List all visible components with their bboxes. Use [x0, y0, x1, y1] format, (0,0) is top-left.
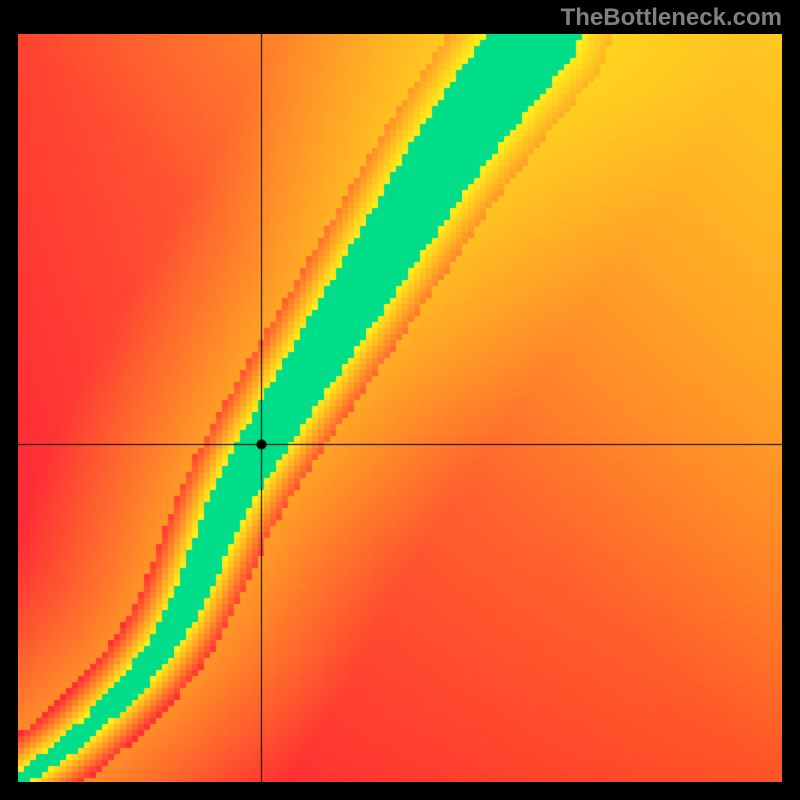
watermark-text: TheBottleneck.com	[561, 4, 782, 32]
chart-container: TheBottleneck.com	[0, 0, 800, 800]
bottleneck-heatmap	[18, 34, 782, 782]
